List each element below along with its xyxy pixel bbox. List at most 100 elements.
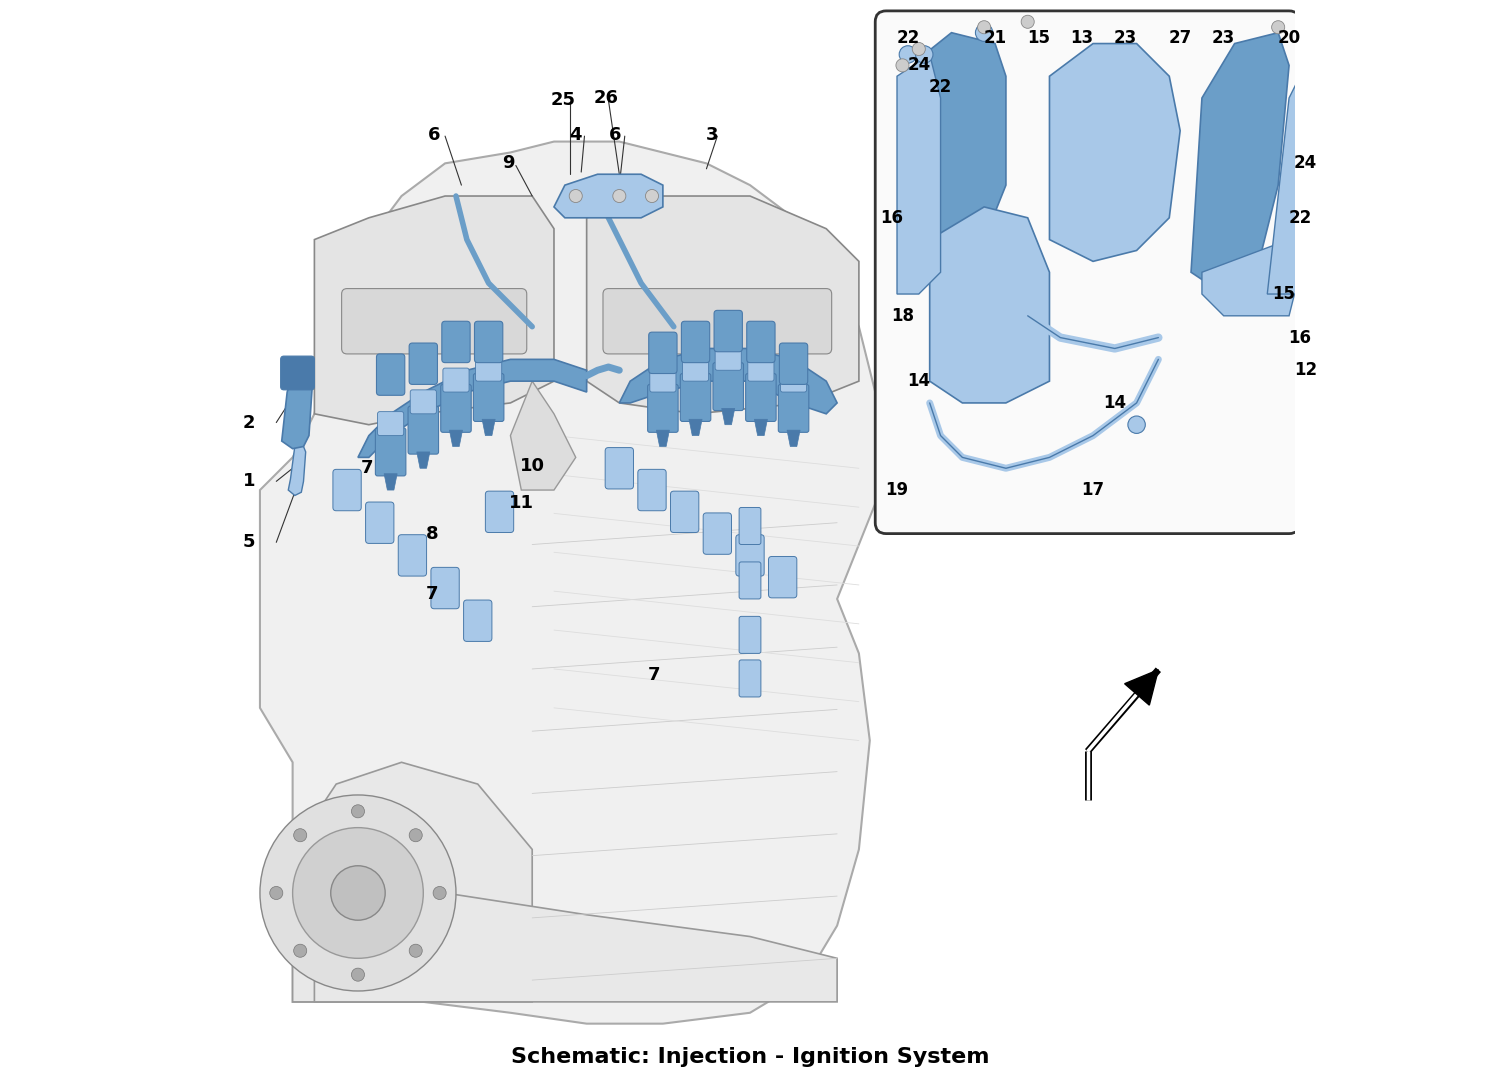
Circle shape — [1128, 416, 1146, 433]
FancyBboxPatch shape — [441, 384, 471, 432]
FancyBboxPatch shape — [430, 567, 459, 609]
FancyBboxPatch shape — [486, 491, 513, 533]
Circle shape — [410, 829, 422, 842]
Text: 23: 23 — [1212, 29, 1236, 47]
Circle shape — [351, 805, 364, 818]
FancyBboxPatch shape — [740, 616, 760, 653]
FancyBboxPatch shape — [342, 289, 526, 354]
FancyBboxPatch shape — [681, 321, 710, 363]
FancyBboxPatch shape — [682, 357, 708, 381]
Circle shape — [330, 866, 386, 920]
FancyBboxPatch shape — [442, 368, 470, 392]
Polygon shape — [897, 54, 940, 294]
FancyBboxPatch shape — [280, 356, 315, 390]
Text: 7: 7 — [360, 460, 374, 477]
Text: 11: 11 — [509, 494, 534, 512]
Text: 25: 25 — [550, 91, 574, 109]
Circle shape — [260, 795, 456, 991]
FancyBboxPatch shape — [670, 491, 699, 533]
Polygon shape — [1191, 33, 1288, 294]
Polygon shape — [722, 408, 735, 425]
Text: 19: 19 — [885, 481, 909, 499]
FancyBboxPatch shape — [476, 357, 501, 381]
Circle shape — [645, 189, 658, 203]
Polygon shape — [657, 430, 669, 446]
Polygon shape — [282, 370, 312, 449]
Text: 6: 6 — [427, 126, 441, 144]
FancyBboxPatch shape — [648, 384, 678, 432]
Circle shape — [978, 21, 990, 34]
FancyBboxPatch shape — [410, 390, 436, 414]
Text: 22: 22 — [897, 29, 920, 47]
FancyBboxPatch shape — [474, 374, 504, 421]
Polygon shape — [788, 430, 800, 446]
Polygon shape — [688, 419, 702, 436]
Text: 15: 15 — [1272, 285, 1294, 303]
Polygon shape — [1202, 240, 1300, 316]
Text: 10: 10 — [519, 457, 544, 475]
Circle shape — [351, 968, 364, 981]
FancyBboxPatch shape — [747, 321, 776, 363]
Text: Schematic: Injection - Ignition System: Schematic: Injection - Ignition System — [510, 1048, 990, 1067]
Polygon shape — [358, 359, 586, 457]
Polygon shape — [384, 474, 398, 490]
Polygon shape — [930, 207, 1050, 403]
FancyBboxPatch shape — [376, 354, 405, 395]
FancyBboxPatch shape — [375, 428, 406, 476]
FancyBboxPatch shape — [780, 368, 807, 392]
FancyBboxPatch shape — [714, 310, 742, 352]
FancyBboxPatch shape — [378, 412, 404, 436]
Text: 16: 16 — [1288, 329, 1311, 346]
FancyBboxPatch shape — [442, 321, 470, 363]
Text: 7: 7 — [648, 666, 660, 684]
FancyBboxPatch shape — [604, 448, 633, 489]
Circle shape — [912, 42, 926, 56]
FancyBboxPatch shape — [650, 368, 676, 392]
Text: 26: 26 — [594, 89, 619, 107]
Polygon shape — [288, 441, 306, 495]
Text: 15: 15 — [1028, 29, 1050, 47]
Text: 22: 22 — [1288, 209, 1311, 227]
Text: 18: 18 — [891, 307, 914, 325]
FancyBboxPatch shape — [778, 384, 808, 432]
FancyBboxPatch shape — [716, 346, 741, 370]
Polygon shape — [586, 196, 859, 414]
Polygon shape — [450, 430, 462, 446]
FancyBboxPatch shape — [474, 321, 502, 363]
Polygon shape — [1050, 44, 1180, 261]
Text: 23: 23 — [1114, 29, 1137, 47]
Polygon shape — [482, 419, 495, 436]
Text: 14: 14 — [1104, 394, 1126, 412]
Text: 21: 21 — [984, 29, 1006, 47]
Circle shape — [270, 886, 284, 900]
Polygon shape — [417, 452, 430, 468]
Polygon shape — [292, 762, 532, 1002]
Text: 4: 4 — [570, 126, 582, 144]
Polygon shape — [620, 348, 837, 414]
Circle shape — [568, 189, 582, 203]
Text: 24: 24 — [1294, 155, 1317, 172]
FancyBboxPatch shape — [874, 11, 1300, 534]
Text: 3: 3 — [705, 126, 718, 144]
FancyBboxPatch shape — [399, 535, 426, 576]
Polygon shape — [554, 174, 663, 218]
Circle shape — [294, 944, 306, 957]
Circle shape — [614, 189, 626, 203]
FancyBboxPatch shape — [768, 556, 796, 598]
Text: 12: 12 — [1294, 362, 1317, 379]
Text: 5: 5 — [243, 534, 255, 551]
Polygon shape — [754, 419, 768, 436]
Polygon shape — [1268, 76, 1311, 294]
Circle shape — [898, 46, 916, 63]
Text: 24: 24 — [908, 57, 930, 74]
FancyBboxPatch shape — [410, 343, 438, 384]
FancyBboxPatch shape — [366, 502, 394, 543]
Text: 17: 17 — [1082, 481, 1104, 499]
FancyBboxPatch shape — [333, 469, 362, 511]
FancyBboxPatch shape — [780, 343, 807, 384]
Circle shape — [896, 59, 909, 72]
Text: 14: 14 — [908, 372, 930, 390]
Circle shape — [433, 886, 445, 900]
FancyBboxPatch shape — [408, 406, 438, 454]
Polygon shape — [1125, 670, 1158, 705]
